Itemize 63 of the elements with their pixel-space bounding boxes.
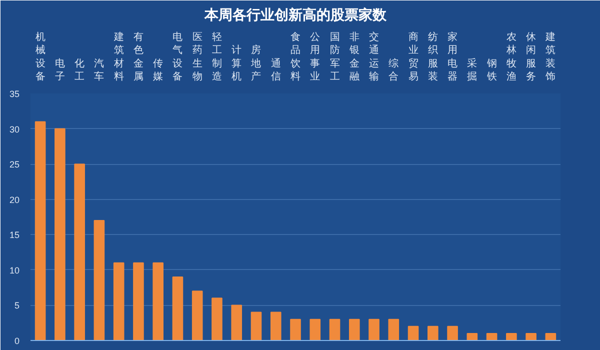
x-tick-label: 建筑装饰 (544, 30, 556, 82)
bar (250, 312, 262, 340)
bar (506, 332, 517, 340)
bar (172, 276, 184, 340)
x-tick-label: 电子 (54, 57, 65, 82)
bar (545, 332, 556, 340)
x-tick-label: 纺织服装 (428, 30, 438, 82)
bar (74, 164, 85, 340)
x-tick-label: 农林牧渔 (505, 32, 516, 82)
x-tick-label: 非银金融 (348, 30, 360, 82)
x-tick-label: 交通运输 (369, 30, 380, 82)
x-tick-label: 通信 (270, 57, 281, 82)
bar (466, 332, 478, 340)
bar (368, 318, 380, 340)
x-tick-label: 食品饮料 (290, 30, 300, 82)
y-tick-label: 10 (9, 265, 20, 276)
x-tick-label: 化工 (74, 57, 85, 82)
y-tick-label: 0 (14, 336, 20, 346)
y-tick-label: 35 (9, 89, 20, 99)
bar (428, 326, 438, 340)
x-tick-label: 国防军工 (330, 32, 340, 82)
x-tick-label: 计算机 (232, 44, 242, 82)
bar (152, 262, 164, 340)
x-tick-label: 电气设备 (172, 30, 183, 82)
x-tick-label: 采掘 (467, 57, 478, 82)
bar (290, 318, 301, 340)
bar (133, 262, 144, 340)
x-tick-label: 医药生物 (192, 32, 202, 82)
x-tick-label: 轻工制造 (212, 30, 222, 82)
bar (113, 262, 124, 340)
x-tick-label: 钢铁 (486, 58, 497, 82)
bar (270, 312, 282, 340)
chart-title: 本周各行业创新高的股票家数 (204, 6, 388, 24)
bar (526, 332, 536, 340)
y-tick-label: 15 (9, 230, 20, 240)
x-tick-label: 建筑材料 (112, 30, 124, 82)
bar (447, 326, 458, 340)
x-tick-label: 休闲服务 (526, 32, 536, 82)
x-tick-label: 房地产 (250, 44, 262, 82)
x-tick-label: 传媒 (153, 58, 164, 82)
x-tick-label: 机械设备 (35, 30, 46, 82)
bar (310, 318, 321, 340)
bar (212, 298, 222, 340)
x-tick-label: 有色金属 (133, 30, 144, 82)
bar (34, 121, 46, 340)
bar (192, 290, 203, 340)
x-tick-label: 汽车 (94, 57, 104, 82)
bar (329, 318, 340, 340)
x-tick-label: 综合 (388, 57, 399, 82)
bar (231, 304, 242, 340)
y-tick-label: 25 (9, 160, 20, 170)
bar (94, 220, 105, 340)
bar (486, 332, 498, 340)
x-tick-label: 公用事业 (310, 30, 320, 82)
x-tick-label: 家用电器 (448, 30, 458, 82)
x-tick-label: 商业贸易 (408, 30, 418, 82)
bar (408, 326, 419, 340)
bar (388, 318, 400, 340)
bar (348, 318, 360, 340)
y-tick-label: 20 (9, 194, 20, 205)
y-tick-label: 5 (14, 300, 20, 311)
bar (54, 128, 66, 340)
y-tick-label: 30 (9, 124, 20, 134)
